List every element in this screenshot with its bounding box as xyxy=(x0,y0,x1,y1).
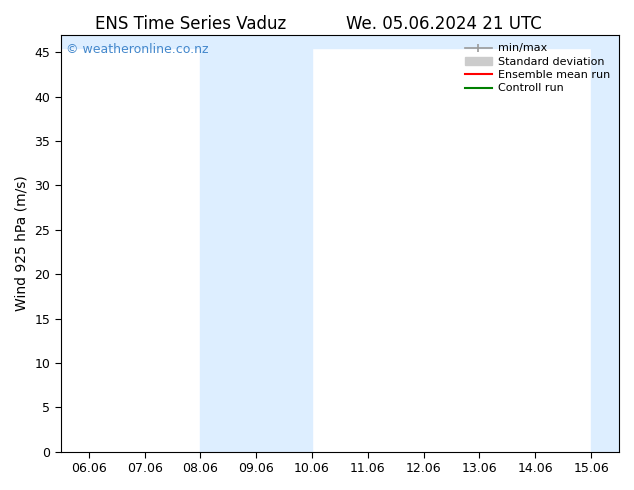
Bar xyxy=(591,35,619,452)
Text: ENS Time Series Vaduz: ENS Time Series Vaduz xyxy=(94,15,286,33)
Text: © weatheronline.co.nz: © weatheronline.co.nz xyxy=(67,43,209,56)
Bar xyxy=(61,35,619,48)
Y-axis label: Wind 925 hPa (m/s): Wind 925 hPa (m/s) xyxy=(15,175,29,311)
Bar xyxy=(200,35,312,452)
Text: We. 05.06.2024 21 UTC: We. 05.06.2024 21 UTC xyxy=(346,15,541,33)
Legend: min/max, Standard deviation, Ensemble mean run, Controll run: min/max, Standard deviation, Ensemble me… xyxy=(461,40,614,97)
